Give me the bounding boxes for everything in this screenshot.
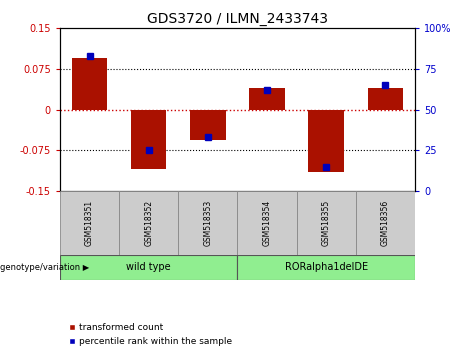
Bar: [60, 191, 119, 255]
Bar: [60, 255, 237, 280]
Bar: [308, 110, 344, 172]
Bar: [249, 88, 285, 110]
Text: RORalpha1delDE: RORalpha1delDE: [284, 262, 368, 272]
Text: wild type: wild type: [126, 262, 171, 272]
Bar: [296, 191, 356, 255]
Text: GSM518352: GSM518352: [144, 200, 153, 246]
Bar: [367, 88, 403, 110]
Bar: [119, 191, 178, 255]
Text: GSM518351: GSM518351: [85, 200, 94, 246]
Bar: [237, 191, 296, 255]
Bar: [237, 255, 415, 280]
Text: GSM518356: GSM518356: [381, 200, 390, 246]
Text: GSM518355: GSM518355: [322, 200, 331, 246]
Legend: transformed count, percentile rank within the sample: transformed count, percentile rank withi…: [65, 320, 236, 349]
Bar: [178, 191, 237, 255]
Bar: [72, 58, 107, 110]
Bar: [131, 110, 166, 170]
Text: GSM518353: GSM518353: [203, 200, 213, 246]
Bar: [356, 191, 415, 255]
Bar: [190, 110, 225, 139]
Title: GDS3720 / ILMN_2433743: GDS3720 / ILMN_2433743: [147, 12, 328, 26]
Text: genotype/variation ▶: genotype/variation ▶: [0, 263, 89, 272]
Text: GSM518354: GSM518354: [262, 200, 272, 246]
